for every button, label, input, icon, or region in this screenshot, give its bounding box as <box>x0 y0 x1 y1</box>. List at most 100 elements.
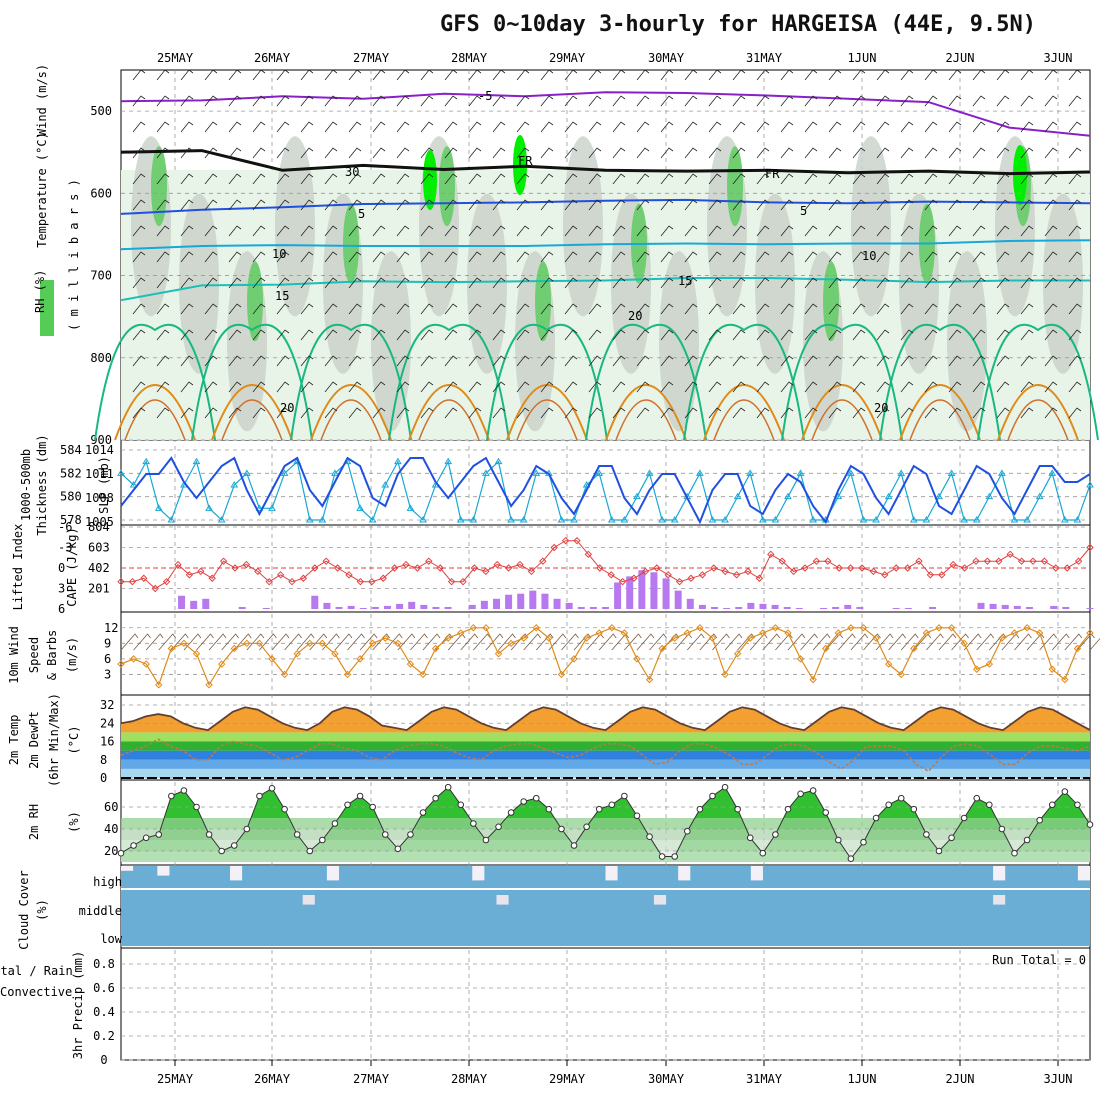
wind-barb <box>804 329 818 341</box>
wind-speed-marker <box>457 629 465 637</box>
surface-wind-barb <box>686 633 705 651</box>
wind-barb <box>852 355 866 367</box>
wind-barb <box>708 95 722 107</box>
wind-barb <box>540 95 554 107</box>
thickness-marker <box>1086 481 1094 488</box>
wind-barb <box>324 173 338 185</box>
wind-speed-marker <box>608 624 616 632</box>
wind-barb <box>324 355 338 367</box>
wind-barb <box>684 121 698 133</box>
rh-band <box>121 829 1090 840</box>
rh-marker <box>482 836 490 844</box>
wind-barb <box>396 355 410 367</box>
wind-barb <box>156 147 170 159</box>
isotherm-30 <box>801 384 883 441</box>
wind-barb <box>876 277 890 289</box>
thickness-marker <box>570 516 578 523</box>
wind-barb <box>780 121 794 133</box>
wind-barb <box>300 381 314 393</box>
surface-wind-barb <box>523 633 542 651</box>
wind-barb <box>1044 95 1058 107</box>
wind-barb <box>156 329 170 341</box>
wind-barb <box>1020 355 1034 367</box>
thickness-marker <box>695 469 704 476</box>
surface-wind-barb <box>284 633 302 651</box>
wind-barb <box>444 147 458 159</box>
wind-barb <box>828 381 842 393</box>
thickness-marker <box>1035 492 1044 500</box>
wind-barb <box>180 277 194 289</box>
date-top-label: 31MAY <box>746 51 783 65</box>
wind-barb <box>324 381 338 393</box>
surface-wind-barb <box>158 633 177 651</box>
wind-barb <box>276 277 290 289</box>
wind-barb <box>252 173 266 185</box>
wind-barb <box>660 173 674 185</box>
isotherm-20 <box>388 323 510 441</box>
wind-barb <box>588 355 602 367</box>
wind-barb <box>444 303 458 315</box>
cape-bar <box>674 590 682 609</box>
lifted-index-marker <box>231 564 239 572</box>
wind-barb <box>708 251 722 263</box>
lifted-index-marker <box>584 550 593 559</box>
wind-barb <box>252 147 266 159</box>
wind-speed-marker <box>167 644 176 653</box>
wind-speed-marker <box>671 634 679 642</box>
wind-barb <box>1020 69 1034 81</box>
wind-barb <box>540 199 554 211</box>
wind-barb <box>804 95 818 107</box>
wind-barb <box>492 277 506 289</box>
isotherm-20 <box>977 323 1099 441</box>
rh-green-patch <box>343 203 359 284</box>
rh-marker <box>444 783 452 791</box>
surface-wind-barb <box>951 633 969 651</box>
wind-speed-marker <box>759 629 767 637</box>
wind-barb <box>444 381 458 393</box>
wind-barb <box>684 381 698 393</box>
wind-barb <box>156 381 170 393</box>
rh-marker <box>558 825 565 833</box>
wind-tick-label: 12 <box>104 621 118 635</box>
wind-barb <box>804 173 818 185</box>
wind-barb <box>564 225 578 237</box>
cape-bar <box>505 594 513 609</box>
wind-barb <box>1020 329 1034 341</box>
wind-barb <box>996 329 1010 341</box>
rh2m-label: 2m RH <box>27 804 41 840</box>
rh-grey-patch <box>563 136 603 317</box>
wind-barb <box>348 303 362 315</box>
lifted-index-marker <box>721 567 729 576</box>
wind-speed-marker <box>633 655 641 663</box>
wind-barb <box>444 225 458 237</box>
wind-barb <box>780 95 794 107</box>
cloud-high-gap <box>121 866 134 871</box>
wind-speed-marker <box>419 670 427 679</box>
wind-barb <box>564 69 578 81</box>
lifted-index-marker <box>618 577 627 586</box>
wind-barb <box>1020 95 1034 107</box>
wind-speed-marker <box>985 660 994 668</box>
surface-wind-barb <box>812 633 831 651</box>
wind-barb <box>972 355 986 367</box>
cape-bar <box>408 601 416 609</box>
wind-barb <box>1020 407 1034 419</box>
wind-barb <box>252 381 266 393</box>
wind-barb <box>540 381 554 393</box>
wind-speed-marker <box>658 644 666 653</box>
surface-wind-barb <box>183 633 202 651</box>
wind-speed-marker <box>192 649 201 658</box>
wind-barb <box>756 95 770 107</box>
wind-barb <box>588 407 602 419</box>
wind10-label-b: Speed <box>27 637 41 673</box>
date-bottom-label: 31MAY <box>746 1072 783 1086</box>
wind-barb <box>684 147 698 159</box>
wind-speed-marker <box>746 634 754 642</box>
isotherm-20 <box>191 323 313 441</box>
temp-band <box>121 759 1090 769</box>
wind-barb <box>276 225 290 237</box>
surface-wind-barb <box>208 633 227 651</box>
wind-barb <box>924 303 938 315</box>
temp-tick-label: 32 <box>100 698 114 712</box>
lifted-index-marker <box>653 564 661 572</box>
